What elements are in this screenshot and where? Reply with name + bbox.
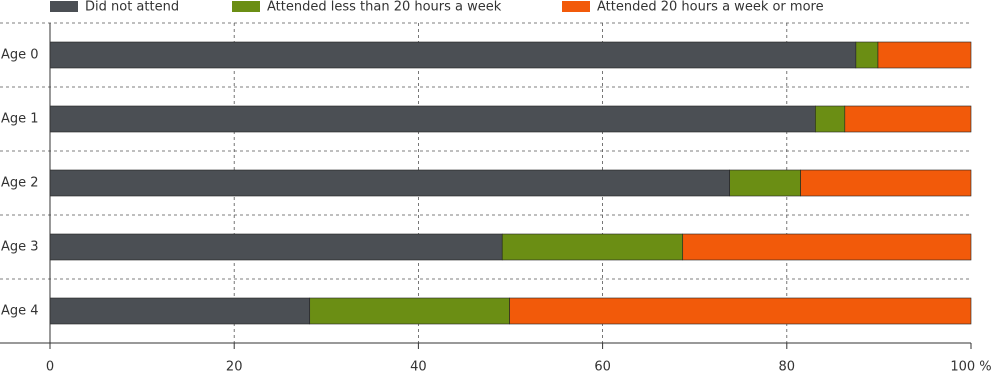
bar-segment xyxy=(49,105,816,133)
x-tick-label: 0 xyxy=(46,360,54,375)
bar-segment xyxy=(815,105,846,133)
bar-segment xyxy=(309,297,510,325)
legend-swatch xyxy=(50,1,78,12)
x-tick-label: 20 xyxy=(226,360,243,375)
bar-segment xyxy=(49,41,857,69)
legend-swatch xyxy=(562,1,590,12)
legend-label: Did not attend xyxy=(85,0,179,15)
y-tick-label: Age 1 xyxy=(1,112,39,127)
bar-segment xyxy=(800,169,972,197)
bar-segment xyxy=(855,41,879,69)
bar-segment xyxy=(844,105,972,133)
bar-segment xyxy=(49,169,730,197)
y-tick-label: Age 0 xyxy=(1,48,39,63)
bar-segment xyxy=(877,41,972,69)
x-tick-label: 100 % xyxy=(950,360,991,375)
bar-segment xyxy=(49,297,311,325)
bar-segment xyxy=(509,297,972,325)
x-tick-label: 80 xyxy=(779,360,796,375)
legend-label: Attended 20 hours a week or more xyxy=(597,0,824,15)
bar-segment xyxy=(501,233,684,261)
y-tick-label: Age 4 xyxy=(1,304,39,319)
legend-label: Attended less than 20 hours a week xyxy=(267,0,502,15)
x-tick-label: 60 xyxy=(594,360,611,375)
legend-swatch xyxy=(232,1,260,12)
bar-segment xyxy=(49,233,503,261)
y-tick-label: Age 3 xyxy=(1,240,39,255)
y-tick-label: Age 2 xyxy=(1,176,39,191)
bar-segment xyxy=(682,233,972,261)
bar-segment xyxy=(729,169,801,197)
x-tick-label: 40 xyxy=(410,360,427,375)
